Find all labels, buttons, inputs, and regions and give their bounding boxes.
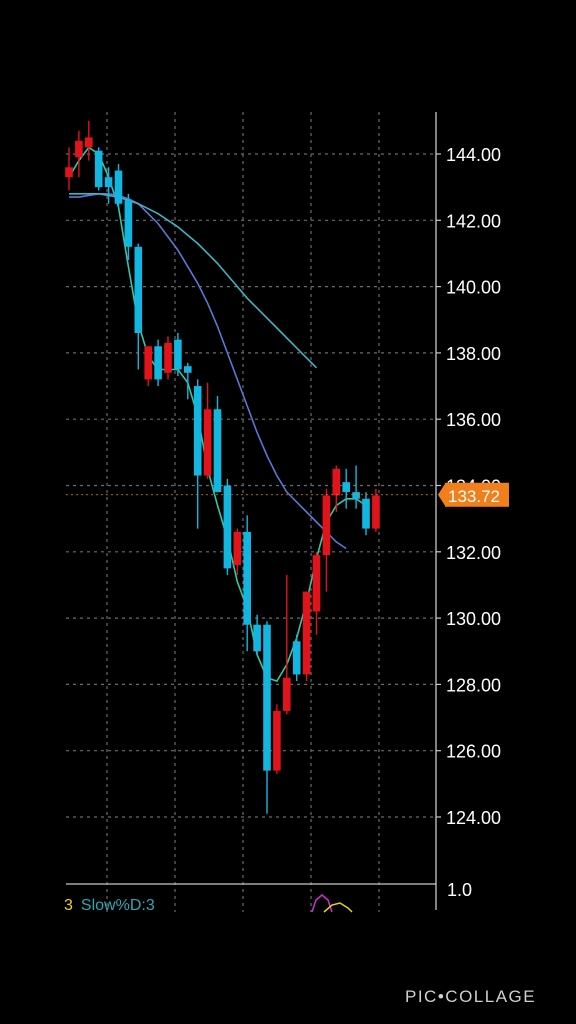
indicator-panel: [311, 894, 353, 913]
candle-body: [114, 170, 123, 204]
last-price-tag: 133.72: [66, 482, 509, 507]
y-tick-label: 126.00: [446, 742, 501, 762]
candle-body: [243, 531, 251, 625]
stoch-d-line: [323, 902, 353, 913]
candle-body: [223, 485, 232, 569]
candle-body: [213, 409, 222, 493]
candle-body: [134, 246, 143, 334]
indicator-label: 3 Slow%D:3: [64, 897, 155, 911]
stoch-k-line: [311, 894, 333, 913]
candle-body: [342, 482, 350, 493]
candle-body: [144, 346, 152, 380]
candle-body: [154, 346, 162, 380]
grid-lines: [66, 112, 436, 912]
ma-line-2: [69, 193, 347, 550]
candle-body: [164, 342, 172, 373]
y-tick-label: 124.00: [446, 808, 501, 828]
candle-body: [352, 492, 360, 499]
watermark-text: PIC•COLLAGE: [405, 987, 537, 1006]
candles: [65, 120, 380, 814]
y-tick-label: 144.00: [446, 145, 501, 165]
candle-body: [124, 200, 133, 247]
candle-body: [75, 140, 83, 158]
indicator-scale-label: 1.0: [447, 880, 473, 900]
y-tick-label: 128.00: [446, 675, 501, 695]
candle-body: [65, 167, 73, 178]
y-tick-label: 136.00: [446, 410, 501, 430]
last-price-label: 133.72: [448, 487, 500, 506]
indicator-label-prefix: 3: [64, 897, 73, 911]
candle-body: [104, 177, 113, 188]
candle-body: [302, 591, 311, 675]
y-tick-label: 142.00: [446, 211, 501, 231]
candle-body: [322, 495, 331, 556]
candle-body: [174, 339, 182, 370]
candle-body: [184, 366, 192, 373]
candle-body: [332, 468, 341, 496]
candle-body: [372, 495, 380, 529]
y-tick-label: 130.00: [446, 609, 501, 629]
price-tag-arrow: [438, 483, 445, 506]
y-tick-label: 140.00: [446, 278, 501, 298]
candle-body: [292, 641, 301, 675]
y-tick-label: 132.00: [446, 543, 501, 563]
ma-line-3: [69, 193, 318, 369]
price-tag-box: [445, 482, 509, 507]
candle-body: [233, 531, 242, 566]
candle-body: [362, 498, 370, 529]
candle-body: [253, 624, 261, 652]
candle-body: [193, 386, 202, 476]
candle-body: [273, 710, 281, 771]
candle-body: [203, 409, 212, 476]
candle-body: [263, 624, 271, 771]
candle-body: [283, 677, 291, 711]
candle-body: [312, 555, 321, 612]
candle-body: [85, 137, 93, 148]
y-tick-label: 138.00: [446, 344, 501, 364]
candle-body: [94, 150, 103, 188]
